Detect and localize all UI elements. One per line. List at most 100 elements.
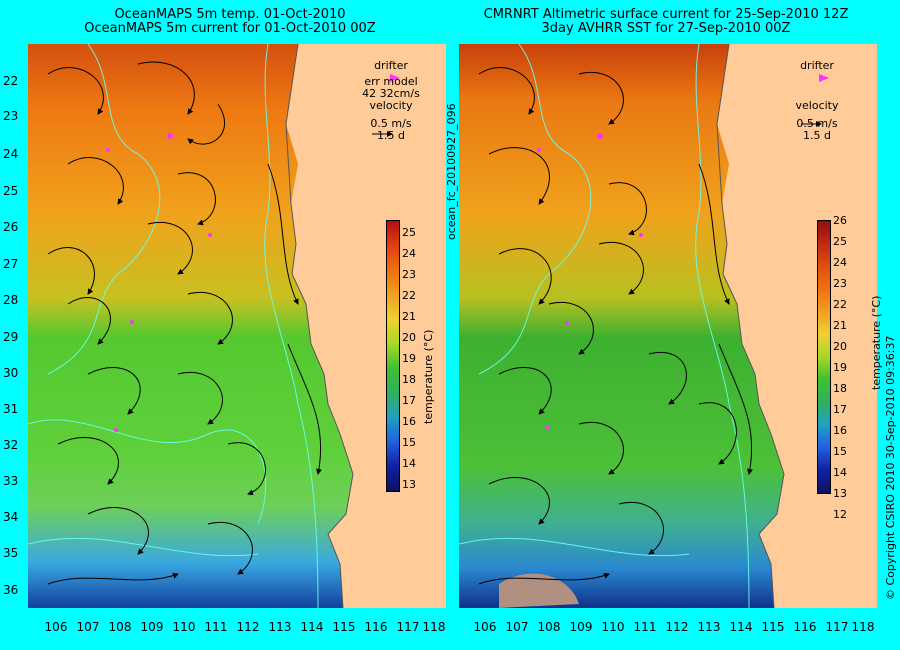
colorbar-tick: 13 <box>833 487 847 500</box>
x-tick: 109 <box>569 620 593 634</box>
bathymetry-contours <box>458 43 750 609</box>
bathymetry-contours <box>27 43 319 609</box>
legend-duration: 1.5 d <box>377 129 405 142</box>
legend-velocity: velocity <box>795 99 839 112</box>
x-tick: 109 <box>140 620 164 634</box>
colorbar-tick: 25 <box>833 235 847 248</box>
x-tick: 116 <box>793 620 817 634</box>
x-tick: 118 <box>851 620 875 634</box>
colorbar-tick: 13 <box>402 478 416 491</box>
y-tick: 28 <box>3 293 19 307</box>
legend-velocity-value: 0.5 m/s <box>796 117 838 130</box>
drifter-legend-icon <box>390 74 400 82</box>
y-tick: 33 <box>3 474 19 488</box>
colorbar-tick: 16 <box>833 424 847 437</box>
colorbar-tick: 12 <box>833 508 847 521</box>
x-tick: 111 <box>204 620 228 634</box>
current-streamlines <box>478 67 753 585</box>
land-mass <box>717 44 877 608</box>
x-tick: 117 <box>396 620 420 634</box>
colorbar-tick: 20 <box>833 340 847 353</box>
legend-err-model: err model <box>364 75 418 88</box>
y-tick: 29 <box>3 330 19 344</box>
y-tick: 26 <box>3 220 19 234</box>
colorbar-tick: 18 <box>402 373 416 386</box>
left-colorbar <box>386 220 400 492</box>
x-tick: 110 <box>172 620 196 634</box>
colorbar-tick: 16 <box>402 415 416 428</box>
x-tick: 111 <box>633 620 657 634</box>
colorbar-tick: 17 <box>833 403 847 416</box>
y-axis-labels: 22 23 24 25 26 27 28 29 30 31 32 33 34 3… <box>3 0 27 650</box>
right-x-axis-labels: 106 107 108 109 110 111 112 113 114 115 … <box>459 620 877 640</box>
y-tick: 35 <box>3 546 19 560</box>
legend-duration: 1.5 d <box>803 129 831 142</box>
legend-err-value: 42 32cm/s <box>362 87 420 100</box>
right-map-panel: drifter velocity 0.5 m/s 1.5 d 26 25 24 … <box>458 43 877 609</box>
y-tick: 25 <box>3 184 19 198</box>
colorbar-tick: 19 <box>402 352 416 365</box>
colorbar-tick: 24 <box>833 256 847 269</box>
colorbar-tick: 14 <box>833 466 847 479</box>
x-tick: 106 <box>44 620 68 634</box>
right-title-line2: 3day AVHRR SST for 27-Sep-2010 00Z <box>541 21 791 36</box>
drifter-legend-icon <box>819 74 829 82</box>
right-colorbar-label: temperature (°C) <box>870 295 883 390</box>
right-colorbar <box>817 220 831 494</box>
x-tick: 108 <box>108 620 132 634</box>
left-title-line1: OceanMAPS 5m temp. 01-Oct-2010 <box>114 7 346 22</box>
drifter-markers <box>537 133 643 430</box>
x-tick: 118 <box>422 620 446 634</box>
y-tick: 32 <box>3 438 19 452</box>
x-tick: 113 <box>697 620 721 634</box>
left-colorbar-label: temperature (°C) <box>422 329 435 424</box>
copyright-text: © Copyright CSIRO 2010 30-Sep-2010 09:36… <box>884 335 897 601</box>
land-mass <box>286 44 446 608</box>
x-tick: 112 <box>665 620 689 634</box>
x-tick: 107 <box>76 620 100 634</box>
y-tick: 31 <box>3 402 19 416</box>
drifter-markers <box>106 133 212 432</box>
colorbar-tick: 26 <box>833 214 847 227</box>
current-streamlines <box>47 61 322 585</box>
x-tick: 108 <box>537 620 561 634</box>
y-tick: 24 <box>3 147 19 161</box>
colorbar-tick: 17 <box>402 394 416 407</box>
x-tick: 110 <box>601 620 625 634</box>
colorbar-tick: 15 <box>402 436 416 449</box>
x-tick: 115 <box>761 620 785 634</box>
legend-velocity-value: 0.5 m/s <box>370 117 412 130</box>
x-tick: 114 <box>729 620 753 634</box>
y-tick: 23 <box>3 109 19 123</box>
colorbar-tick: 18 <box>833 382 847 395</box>
right-map-svg <box>458 43 877 609</box>
y-tick: 27 <box>3 257 19 271</box>
colorbar-tick: 20 <box>402 331 416 344</box>
left-map-svg <box>27 43 446 609</box>
no-data-patch <box>499 573 579 608</box>
y-tick: 34 <box>3 510 19 524</box>
x-tick: 114 <box>300 620 324 634</box>
y-tick: 36 <box>3 583 19 597</box>
left-title-line2: OceanMAPS 5m current for 01-Oct-2010 00Z <box>84 21 376 36</box>
left-legend: drifter err model 42 32cm/s velocity 0.5… <box>346 60 436 142</box>
colorbar-tick: 15 <box>833 445 847 458</box>
colorbar-tick: 21 <box>402 310 416 323</box>
left-map-panel: drifter err model 42 32cm/s velocity 0.5… <box>27 43 446 609</box>
left-title: OceanMAPS 5m temp. 01-Oct-2010 OceanMAPS… <box>20 8 440 36</box>
x-tick: 106 <box>473 620 497 634</box>
colorbar-tick: 22 <box>833 298 847 311</box>
legend-drifter: drifter <box>374 59 408 72</box>
left-x-axis-labels: 106 107 108 109 110 111 112 113 114 115 … <box>28 620 446 640</box>
legend-velocity: velocity <box>369 99 413 112</box>
colorbar-tick: 14 <box>402 457 416 470</box>
right-legend: drifter velocity 0.5 m/s 1.5 d <box>779 60 855 142</box>
y-tick: 30 <box>3 366 19 380</box>
right-title-line1: CMRNRT Altimetric surface current for 25… <box>483 7 849 22</box>
right-title: CMRNRT Altimetric surface current for 25… <box>456 8 876 36</box>
x-tick: 113 <box>268 620 292 634</box>
legend-drifter: drifter <box>800 59 834 72</box>
plot-id-text: ocean_fc_20100927_096 <box>445 103 458 240</box>
x-tick: 107 <box>505 620 529 634</box>
x-tick: 117 <box>825 620 849 634</box>
